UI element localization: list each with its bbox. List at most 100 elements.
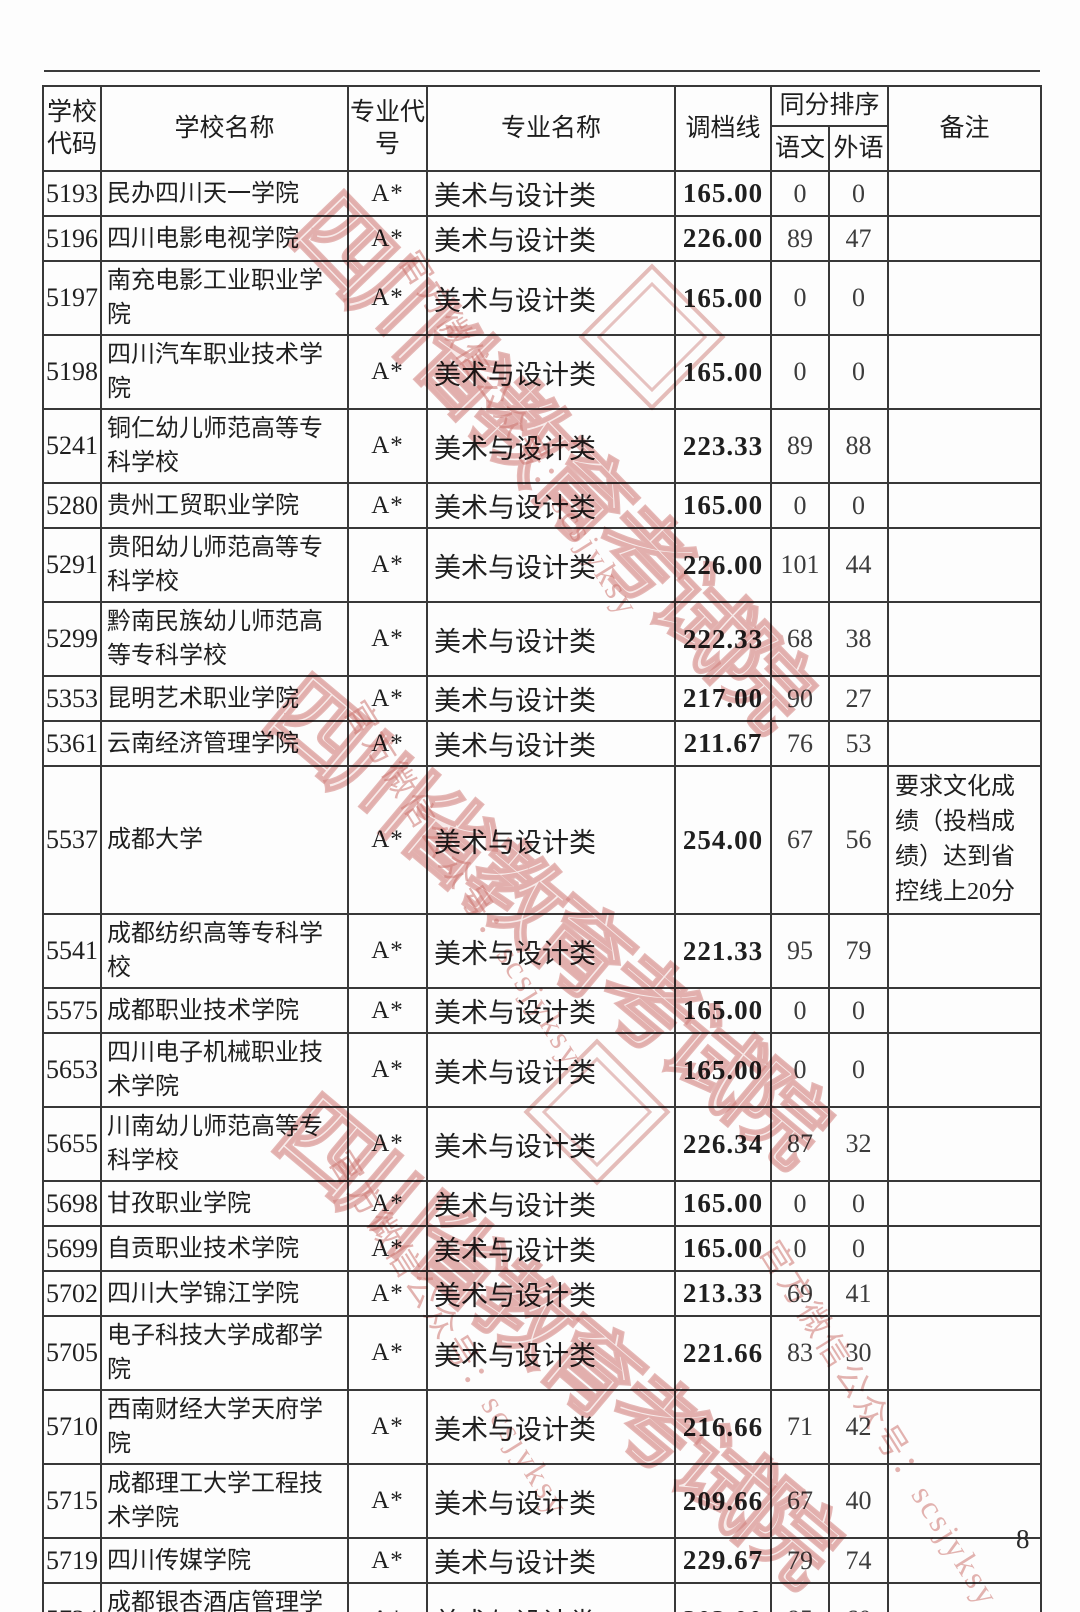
remark-cell xyxy=(887,1389,1043,1465)
school-code-cell: 5715 xyxy=(42,1463,102,1539)
score-line-cell: 216.66 xyxy=(674,1389,772,1465)
major-name-cell: 美术与设计类 xyxy=(426,1315,676,1391)
school-name-cell: 铜仁幼儿师范高等专科学校 xyxy=(100,408,349,484)
major-code-cell: A* xyxy=(347,1225,428,1272)
score-line-cell: 165.00 xyxy=(674,1180,772,1227)
foreign-score-cell: 0 xyxy=(827,260,890,336)
score-line-cell: 229.67 xyxy=(674,1537,772,1584)
major-name-cell: 美术与设计类 xyxy=(426,334,676,410)
school-code-cell: 5537 xyxy=(42,765,102,915)
remark-cell xyxy=(887,601,1043,677)
chinese-score-cell: 68 xyxy=(770,601,830,677)
major-code-cell: A* xyxy=(347,334,428,410)
school-name-cell: 自贡职业技术学院 xyxy=(100,1225,349,1272)
remark-cell xyxy=(887,334,1043,410)
header-tie-break-foreign: 外语 xyxy=(827,125,890,172)
score-line-cell: 165.00 xyxy=(674,334,772,410)
chinese-score-cell: 0 xyxy=(770,482,830,529)
school-code-cell: 5698 xyxy=(42,1180,102,1227)
foreign-score-cell: 0 xyxy=(827,1225,890,1272)
remark-cell xyxy=(887,1032,1043,1108)
school-code-cell: 5197 xyxy=(42,260,102,336)
remark-cell xyxy=(887,527,1043,603)
chinese-score-cell: 79 xyxy=(770,1537,830,1584)
remark-cell xyxy=(887,170,1043,217)
foreign-score-cell: 38 xyxy=(827,601,890,677)
score-line-cell: 221.33 xyxy=(674,913,772,989)
school-code-cell: 5719 xyxy=(42,1537,102,1584)
chinese-score-cell: 83 xyxy=(770,1315,830,1391)
chinese-score-cell: 0 xyxy=(770,1032,830,1108)
school-name-cell: 贵阳幼儿师范高等专科学校 xyxy=(100,527,349,603)
score-line-cell: 226.00 xyxy=(674,215,772,262)
major-code-cell: A* xyxy=(347,1582,428,1612)
score-line-cell: 165.00 xyxy=(674,170,772,217)
remark-cell xyxy=(887,260,1043,336)
school-name-cell: 四川大学锦江学院 xyxy=(100,1270,349,1317)
chinese-score-cell: 85 xyxy=(770,1582,830,1612)
major-name-cell: 美术与设计类 xyxy=(426,527,676,603)
header-school-code: 学校代码 xyxy=(42,85,102,172)
major-name-cell: 美术与设计类 xyxy=(426,1537,676,1584)
major-name-cell: 美术与设计类 xyxy=(426,260,676,336)
school-name-cell: 四川电子机械职业技术学院 xyxy=(100,1032,349,1108)
table-row: 5198 四川汽车职业技术学院 A* 美术与设计类 165.00 0 0 xyxy=(42,334,1043,410)
score-line-cell: 165.00 xyxy=(674,987,772,1034)
major-code-cell: A* xyxy=(347,1032,428,1108)
score-line-cell: 165.00 xyxy=(674,260,772,336)
major-code-cell: A* xyxy=(347,601,428,677)
major-name-cell: 美术与设计类 xyxy=(426,913,676,989)
table-row: 5655 川南幼儿师范高等专科学校 A* 美术与设计类 226.34 87 32 xyxy=(42,1106,1043,1182)
table-row: 5702 四川大学锦江学院 A* 美术与设计类 213.33 69 41 xyxy=(42,1270,1043,1317)
major-name-cell: 美术与设计类 xyxy=(426,170,676,217)
foreign-score-cell: 0 xyxy=(827,1032,890,1108)
school-name-cell: 黔南民族幼儿师范高等专科学校 xyxy=(100,601,349,677)
school-code-cell: 5291 xyxy=(42,527,102,603)
chinese-score-cell: 0 xyxy=(770,170,830,217)
school-code-cell: 5699 xyxy=(42,1225,102,1272)
remark-cell xyxy=(887,1463,1043,1539)
school-code-cell: 5724 xyxy=(42,1582,102,1612)
table-row: 5291 贵阳幼儿师范高等专科学校 A* 美术与设计类 226.00 101 4… xyxy=(42,527,1043,603)
score-line-cell: 209.66 xyxy=(674,1463,772,1539)
major-code-cell: A* xyxy=(347,675,428,722)
foreign-score-cell: 79 xyxy=(827,913,890,989)
foreign-score-cell: 0 xyxy=(827,482,890,529)
school-code-cell: 5541 xyxy=(42,913,102,989)
remark-cell xyxy=(887,1106,1043,1182)
school-code-cell: 5710 xyxy=(42,1389,102,1465)
header-school-name: 学校名称 xyxy=(100,85,349,172)
table-row: 5699 自贡职业技术学院 A* 美术与设计类 165.00 0 0 xyxy=(42,1225,1043,1272)
score-line-cell: 217.00 xyxy=(674,675,772,722)
table-row: 5537 成都大学 A* 美术与设计类 254.00 67 56 要求文化成绩（… xyxy=(42,765,1043,915)
school-name-cell: 民办四川天一学院 xyxy=(100,170,349,217)
school-name-cell: 成都理工大学工程技术学院 xyxy=(100,1463,349,1539)
foreign-score-cell: 30 xyxy=(827,1315,890,1391)
school-name-cell: 昆明艺术职业学院 xyxy=(100,675,349,722)
chinese-score-cell: 87 xyxy=(770,1106,830,1182)
major-name-cell: 美术与设计类 xyxy=(426,1270,676,1317)
school-name-cell: 甘孜职业学院 xyxy=(100,1180,349,1227)
school-code-cell: 5198 xyxy=(42,334,102,410)
major-name-cell: 美术与设计类 xyxy=(426,601,676,677)
header-score-line: 调档线 xyxy=(674,85,772,172)
school-name-cell: 成都银杏酒店管理学院 xyxy=(100,1582,349,1612)
table-row: 5280 贵州工贸职业学院 A* 美术与设计类 165.00 0 0 xyxy=(42,482,1043,529)
major-code-cell: A* xyxy=(347,260,428,336)
major-code-cell: A* xyxy=(347,913,428,989)
school-code-cell: 5353 xyxy=(42,675,102,722)
foreign-score-cell: 74 xyxy=(827,1537,890,1584)
table-row: 5299 黔南民族幼儿师范高等专科学校 A* 美术与设计类 222.33 68 … xyxy=(42,601,1043,677)
major-code-cell: A* xyxy=(347,527,428,603)
school-name-cell: 四川电影电视学院 xyxy=(100,215,349,262)
chinese-score-cell: 90 xyxy=(770,675,830,722)
school-code-cell: 5196 xyxy=(42,215,102,262)
school-name-cell: 四川传媒学院 xyxy=(100,1537,349,1584)
header-tie-break-chinese: 语文 xyxy=(770,125,830,172)
remark-cell xyxy=(887,1537,1043,1584)
table-row: 5653 四川电子机械职业技术学院 A* 美术与设计类 165.00 0 0 xyxy=(42,1032,1043,1108)
table-row: 5698 甘孜职业学院 A* 美术与设计类 165.00 0 0 xyxy=(42,1180,1043,1227)
major-name-cell: 美术与设计类 xyxy=(426,482,676,529)
table-row: 5710 西南财经大学天府学院 A* 美术与设计类 216.66 71 42 xyxy=(42,1389,1043,1465)
chinese-score-cell: 67 xyxy=(770,765,830,915)
